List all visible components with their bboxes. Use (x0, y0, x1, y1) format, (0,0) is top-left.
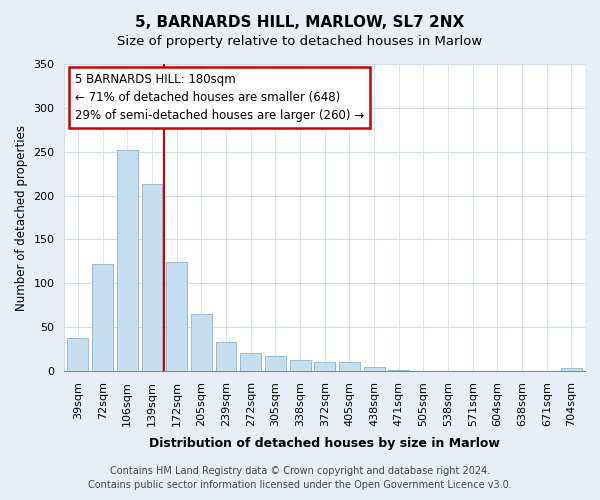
Text: 5 BARNARDS HILL: 180sqm
← 71% of detached houses are smaller (648)
29% of semi-d: 5 BARNARDS HILL: 180sqm ← 71% of detache… (75, 73, 364, 122)
Bar (265, 356, 286, 371)
Bar (561, 368, 582, 371)
Bar (290, 360, 311, 371)
Bar (215, 342, 236, 371)
Bar (117, 150, 138, 371)
Bar (339, 362, 360, 371)
Bar (191, 314, 212, 371)
Bar (364, 366, 385, 371)
Bar (388, 370, 409, 371)
Bar (142, 184, 163, 371)
Bar (314, 362, 335, 371)
Bar (67, 338, 88, 371)
Text: 5, BARNARDS HILL, MARLOW, SL7 2NX: 5, BARNARDS HILL, MARLOW, SL7 2NX (136, 15, 464, 30)
Text: Size of property relative to detached houses in Marlow: Size of property relative to detached ho… (118, 35, 482, 48)
X-axis label: Distribution of detached houses by size in Marlow: Distribution of detached houses by size … (149, 437, 500, 450)
Y-axis label: Number of detached properties: Number of detached properties (15, 124, 28, 310)
Bar (92, 264, 113, 371)
Bar (166, 262, 187, 371)
Bar (240, 354, 261, 371)
Text: Contains HM Land Registry data © Crown copyright and database right 2024.
Contai: Contains HM Land Registry data © Crown c… (88, 466, 512, 490)
